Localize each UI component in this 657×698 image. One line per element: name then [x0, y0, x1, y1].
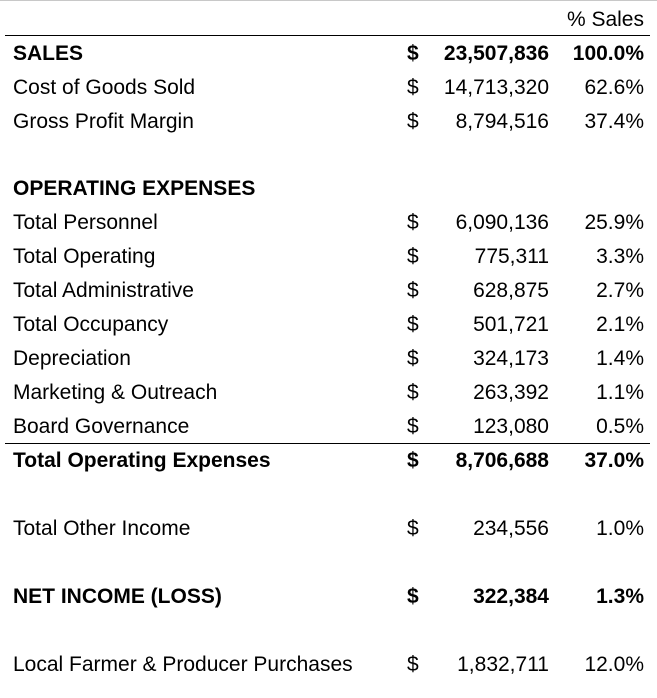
local-purchases-label: Local Farmer & Producer Purchases — [13, 653, 353, 676]
sales-pct: 100.0% — [572, 42, 644, 65]
expense-row: Total Personnel $ 6,090,136 25.9% — [0, 206, 657, 240]
expense-pct: 25.9% — [584, 211, 644, 234]
other-income-amount: 234,556 — [473, 517, 549, 540]
expense-amount: 123,080 — [473, 415, 549, 438]
cogs-pct: 62.6% — [584, 76, 644, 99]
net-income-currency: $ — [407, 585, 419, 608]
net-income-pct: 1.3% — [596, 585, 644, 608]
expense-label: Depreciation — [13, 347, 131, 370]
local-purchases-currency: $ — [407, 653, 419, 676]
cogs-currency: $ — [407, 76, 419, 99]
other-income-currency: $ — [407, 517, 419, 540]
gross-profit-pct: 37.4% — [584, 110, 644, 133]
total-operating-expenses-amount: 8,706,688 — [455, 449, 549, 472]
expense-row: Total Administrative $ 628,875 2.7% — [0, 274, 657, 308]
sales-amount: 23,507,836 — [443, 42, 549, 65]
other-income-label: Total Other Income — [13, 517, 191, 540]
total-operating-expenses-row: Total Operating Expenses $ 8,706,688 37.… — [0, 444, 657, 478]
expense-label: Total Administrative — [13, 279, 194, 302]
expense-label: Board Governance — [13, 415, 190, 438]
expense-pct: 2.7% — [596, 279, 644, 302]
expense-currency: $ — [407, 245, 419, 268]
expense-amount: 6,090,136 — [455, 211, 549, 234]
gross-profit-amount: 8,794,516 — [455, 110, 549, 133]
expense-amount: 775,311 — [474, 245, 549, 268]
local-purchases-amount: 1,832,711 — [457, 653, 549, 676]
expense-pct: 2.1% — [596, 313, 644, 336]
expense-amount: 263,392 — [473, 381, 549, 404]
expense-pct: 1.1% — [596, 381, 644, 404]
expense-currency: $ — [407, 347, 419, 370]
total-operating-expenses-pct: 37.0% — [584, 449, 644, 472]
expense-pct: 0.5% — [596, 415, 644, 438]
expense-row: Total Operating $ 775,311 3.3% — [0, 240, 657, 274]
total-operating-expenses-label: Total Operating Expenses — [13, 449, 271, 472]
expense-row: Board Governance $ 123,080 0.5% — [0, 410, 657, 444]
local-purchases-row: Local Farmer & Producer Purchases $ 1,83… — [0, 648, 657, 682]
gross-profit-currency: $ — [407, 110, 419, 133]
expense-currency: $ — [407, 279, 419, 302]
expense-label: Total Personnel — [13, 211, 158, 234]
expense-currency: $ — [407, 211, 419, 234]
expense-amount: 501,721 — [473, 313, 549, 336]
net-income-amount: 322,384 — [473, 585, 549, 608]
gross-profit-row: Gross Profit Margin $ 8,794,516 37.4% — [0, 105, 657, 139]
expense-currency: $ — [407, 381, 419, 404]
sales-row: SALES $ 23,507,836 100.0% — [0, 37, 657, 71]
expense-pct: 1.4% — [596, 347, 644, 370]
cogs-label: Cost of Goods Sold — [13, 76, 196, 99]
local-purchases-pct: 12.0% — [584, 653, 644, 676]
expense-label: Marketing & Outreach — [13, 381, 218, 404]
sales-currency: $ — [407, 42, 419, 65]
other-income-row: Total Other Income $ 234,556 1.0% — [0, 512, 657, 546]
expense-row: Total Occupancy $ 501,721 2.1% — [0, 308, 657, 342]
gross-profit-label: Gross Profit Margin — [13, 110, 194, 133]
expense-label: Total Operating — [13, 245, 156, 268]
operating-expenses-heading-row: OPERATING EXPENSES — [0, 172, 657, 206]
other-income-pct: 1.0% — [596, 517, 644, 540]
net-income-row: NET INCOME (LOSS) $ 322,384 1.3% — [0, 580, 657, 614]
expense-amount: 324,173 — [473, 347, 549, 370]
cogs-row: Cost of Goods Sold $ 14,713,320 62.6% — [0, 71, 657, 105]
operating-expenses-heading: OPERATING EXPENSES — [13, 177, 256, 200]
expense-label: Total Occupancy — [13, 313, 169, 336]
sales-label: SALES — [13, 42, 84, 65]
expense-currency: $ — [407, 415, 419, 438]
total-expenses-divider — [5, 443, 650, 444]
expense-amount: 628,875 — [473, 279, 549, 302]
expense-row: Depreciation $ 324,173 1.4% — [0, 342, 657, 376]
sheet-top-border — [0, 0, 657, 1]
net-income-label: NET INCOME (LOSS) — [13, 585, 222, 608]
pct-sales-header: % Sales — [566, 8, 644, 31]
header-divider — [5, 35, 650, 36]
expense-currency: $ — [407, 313, 419, 336]
expense-pct: 3.3% — [596, 245, 644, 268]
expense-row: Marketing & Outreach $ 263,392 1.1% — [0, 376, 657, 410]
header-row: % Sales — [0, 3, 657, 37]
cogs-amount: 14,713,320 — [443, 76, 549, 99]
total-operating-expenses-currency: $ — [407, 449, 419, 472]
